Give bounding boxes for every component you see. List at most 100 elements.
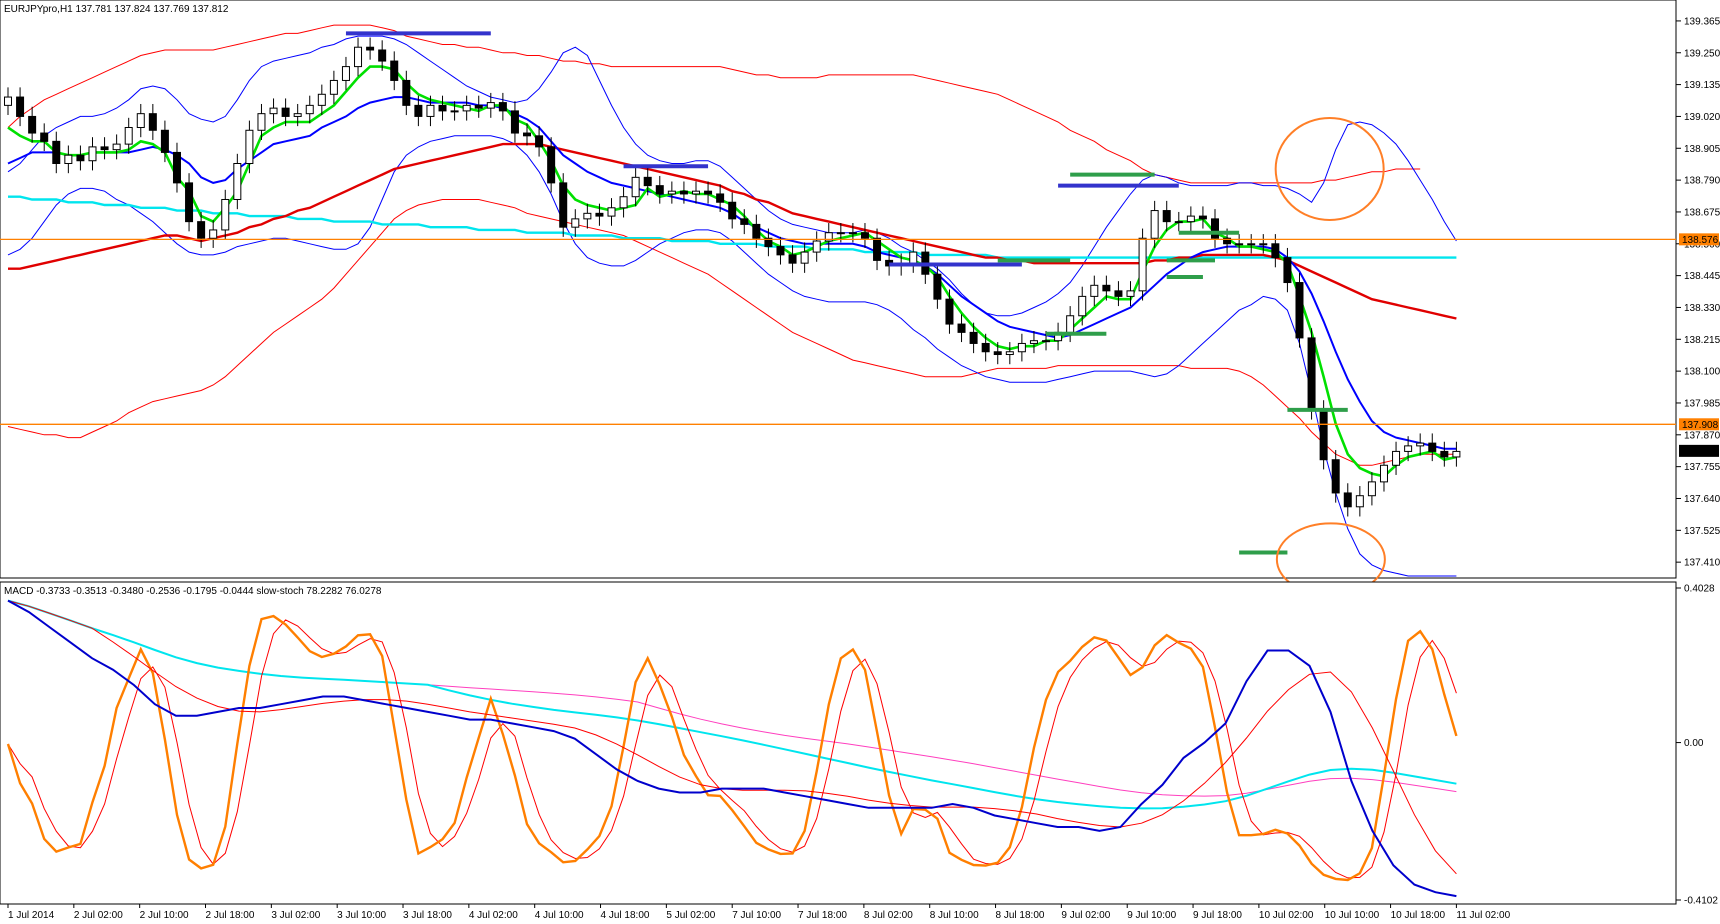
bearish-candle xyxy=(474,104,483,109)
price-tick-label: 137.870 xyxy=(1684,430,1720,441)
price-label-text: 137.812 xyxy=(1682,446,1719,457)
price-panel: EURJPYpro,H1 137.781 137.824 137.769 137… xyxy=(0,0,1720,597)
time-tick-label: 9 Jul 02:00 xyxy=(1061,910,1110,921)
time-tick-label: 4 Jul 02:00 xyxy=(469,910,518,921)
bullish-candle xyxy=(269,107,278,115)
indicator-panel-header: MACD -0.3733 -0.3513 -0.3480 -0.2536 -0.… xyxy=(4,586,382,597)
bearish-candle xyxy=(1283,257,1292,284)
bullish-candle xyxy=(112,143,121,151)
ma-slow-line xyxy=(8,142,1457,320)
bullish-candle xyxy=(209,229,218,239)
highlight-circle-upper xyxy=(1274,117,1385,222)
bullish-candle xyxy=(909,251,918,264)
bearish-candle xyxy=(1223,237,1232,245)
price-tick-label: 138.330 xyxy=(1684,303,1720,314)
time-axis: 1 Jul 2014 2 Jul 02:00 2 Jul 10:00 2 Jul 18… xyxy=(7,904,1511,921)
bearish-candle xyxy=(873,237,882,261)
bullish-candle xyxy=(800,251,809,264)
bullish-candle xyxy=(124,127,133,145)
time-tick-label: 8 Jul 10:00 xyxy=(930,910,979,921)
indicator-tick-label: -0.4102 xyxy=(1684,896,1718,907)
bullish-candle xyxy=(1416,442,1425,447)
indicator-tick-label: 0.00 xyxy=(1684,738,1704,749)
price-labels: 138.576 137.908 137.812 xyxy=(1679,233,1719,457)
time-tick-label: 3 Jul 10:00 xyxy=(337,910,386,921)
bullish-candle xyxy=(631,176,640,198)
bearish-candle xyxy=(28,115,37,134)
time-tick-label: 8 Jul 18:00 xyxy=(996,910,1045,921)
price-tick-label: 137.410 xyxy=(1684,558,1720,569)
price-panel-header: EURJPYpro,H1 137.781 137.824 137.769 137… xyxy=(4,4,229,15)
bearish-candle xyxy=(76,154,85,162)
time-tick-label: 4 Jul 18:00 xyxy=(601,910,650,921)
price-tick-label: 137.525 xyxy=(1684,526,1720,537)
bullish-candle xyxy=(462,104,471,112)
price-label-text: 137.908 xyxy=(1682,420,1719,431)
bullish-candle xyxy=(1078,295,1087,317)
bullish-candle xyxy=(317,93,326,106)
price-tick-label: 138.675 xyxy=(1684,207,1720,218)
bearish-candle xyxy=(595,212,604,217)
bullish-candle xyxy=(1379,464,1388,483)
bearish-candle xyxy=(148,113,157,131)
bearish-candle xyxy=(643,176,652,187)
support-resistance-markers xyxy=(345,31,1348,555)
bearish-candle xyxy=(957,323,966,333)
bullish-candle xyxy=(1186,215,1195,223)
price-label-box xyxy=(1679,444,1719,457)
bullish-candle xyxy=(571,218,580,228)
bullish-candle xyxy=(221,198,230,231)
bearish-candle xyxy=(185,182,194,223)
bearish-candle xyxy=(16,96,25,117)
bullish-candle xyxy=(619,196,628,209)
bullish-candle xyxy=(245,129,254,164)
bullish-candle xyxy=(450,110,459,113)
bearish-candle xyxy=(740,218,749,225)
bullish-candle xyxy=(486,102,495,109)
bullish-candle xyxy=(1235,243,1244,246)
bullish-candle xyxy=(1090,284,1099,297)
bearish-candle xyxy=(366,46,375,51)
bearish-candle xyxy=(535,135,544,148)
bullish-candle xyxy=(1066,315,1075,333)
bearish-candle xyxy=(1319,409,1328,461)
time-tick-label: 10 Jul 02:00 xyxy=(1259,910,1314,921)
indicator-axis: 0.4028 0.00 -0.4102 xyxy=(1676,584,1718,907)
price-tick-label: 137.985 xyxy=(1684,398,1720,409)
bearish-candle xyxy=(1102,284,1111,292)
bearish-candle xyxy=(933,273,942,300)
price-tick-label: 137.640 xyxy=(1684,494,1720,505)
price-panel-frame xyxy=(0,0,1677,579)
price-tick-label: 137.755 xyxy=(1684,462,1720,473)
bearish-candle xyxy=(1428,442,1437,452)
time-tick-label: 2 Jul 02:00 xyxy=(74,910,123,921)
price-tick-label: 139.020 xyxy=(1684,112,1720,123)
bullish-candle xyxy=(1017,342,1026,353)
bullish-candle xyxy=(1392,450,1401,466)
time-tick-label: 3 Jul 18:00 xyxy=(403,910,452,921)
time-tick-label: 2 Jul 10:00 xyxy=(140,910,189,921)
bullish-candle xyxy=(1029,340,1038,344)
price-tick-label: 138.905 xyxy=(1684,144,1720,155)
bearish-candle xyxy=(40,132,49,142)
time-tick-label: 2 Jul 18:00 xyxy=(206,910,255,921)
macd-main-line xyxy=(7,599,1457,898)
bullish-candle xyxy=(607,207,616,217)
bearish-candle xyxy=(438,104,447,112)
price-label-text: 138.576 xyxy=(1682,235,1719,246)
bullish-candle xyxy=(1174,221,1183,224)
indicator-panel: MACD -0.3733 -0.3513 -0.3480 -0.2536 -0.… xyxy=(0,581,1718,907)
bearish-candle xyxy=(1211,218,1219,239)
bearish-candle xyxy=(679,190,688,195)
bearish-candle xyxy=(981,342,990,353)
horizontal-levels xyxy=(0,238,1676,425)
bearish-candle xyxy=(945,298,954,325)
price-tick-label: 138.790 xyxy=(1684,176,1720,187)
bullish-candle xyxy=(1367,481,1376,497)
bullish-candle xyxy=(667,190,676,195)
bearish-candle xyxy=(378,49,387,62)
bearish-candle xyxy=(559,182,568,228)
bullish-candle xyxy=(341,66,350,81)
price-tick-label: 139.365 xyxy=(1684,16,1720,27)
bollinger-inner-upper-line xyxy=(7,35,1457,317)
